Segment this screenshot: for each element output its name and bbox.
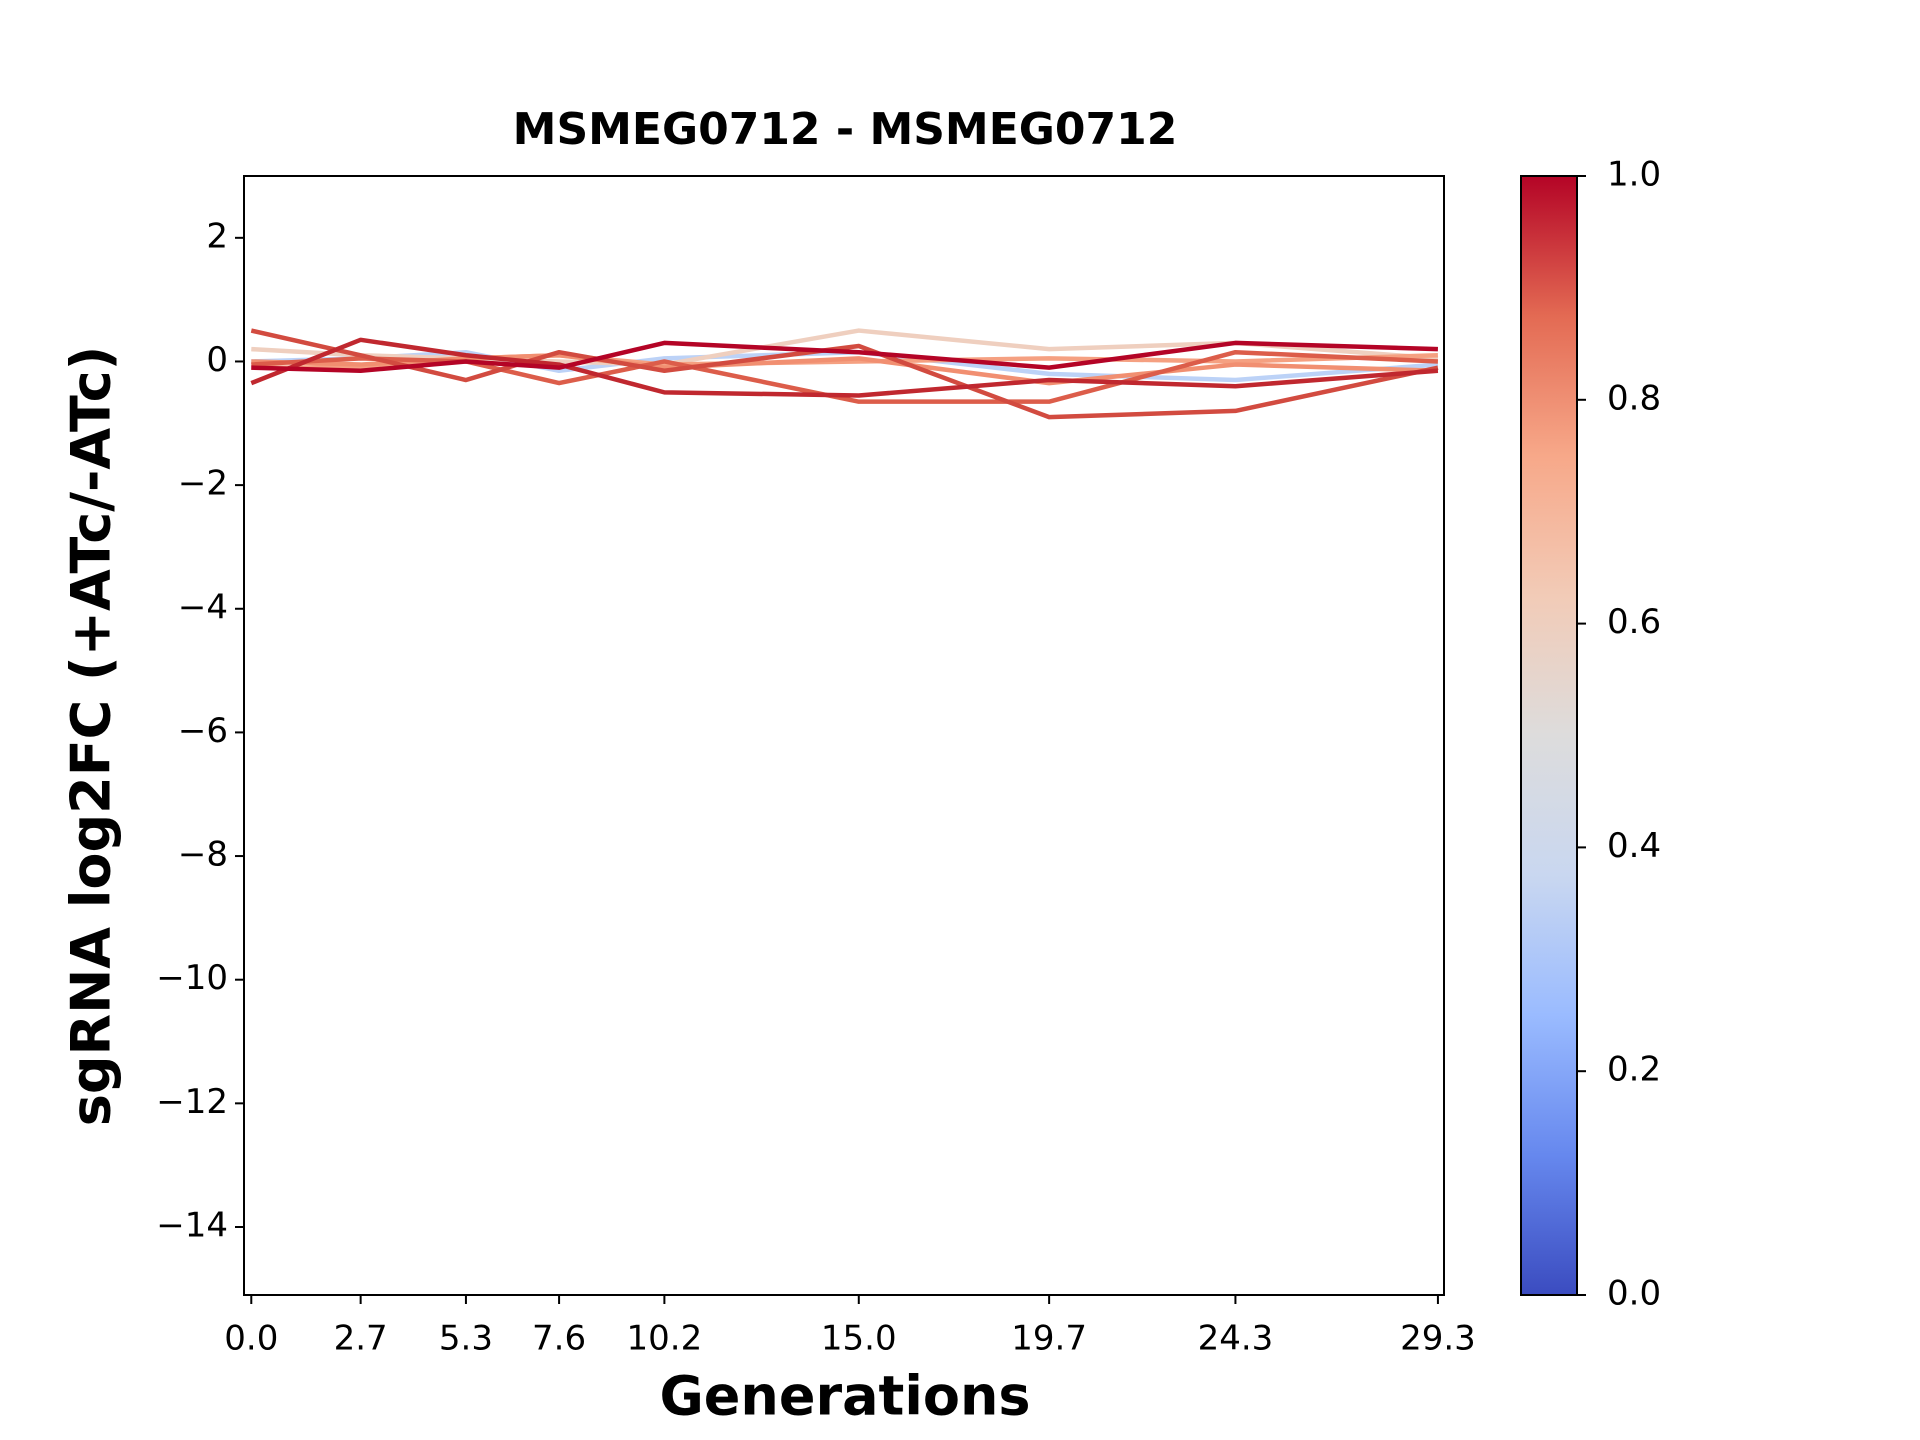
x-tick-label: 24.3 — [1198, 1319, 1274, 1359]
plot-frame — [243, 175, 1445, 1296]
series-line — [250, 328, 1439, 420]
x-tick-label: 10.2 — [627, 1319, 703, 1359]
colorbar-tick-label: 0.2 — [1607, 1050, 1661, 1090]
x-tick-label: 0.0 — [224, 1319, 278, 1359]
y-tick-label: −4 — [178, 587, 228, 627]
colorbar-tick-label: 0.8 — [1607, 378, 1661, 418]
colorbar — [1520, 175, 1578, 1296]
y-tick-label: −12 — [156, 1082, 228, 1122]
y-tick-label: 2 — [206, 216, 228, 256]
y-tick-label: −6 — [178, 711, 228, 751]
y-tick-label: −14 — [156, 1205, 228, 1245]
y-tick-label: −2 — [178, 464, 228, 504]
series-line — [250, 337, 1439, 398]
series-line — [251, 340, 1438, 373]
colorbar-tick-label: 1.0 — [1607, 155, 1661, 195]
y-tick-label: −10 — [156, 958, 228, 998]
colorbar-tick-label: 0.0 — [1607, 1274, 1661, 1314]
x-tick-label: 2.7 — [334, 1319, 388, 1359]
y-tick-label: 0 — [206, 340, 228, 380]
chart-title: MSMEG0712 - MSMEG0712 — [513, 104, 1178, 155]
y-tick-label: −8 — [178, 835, 228, 875]
colorbar-tick-label: 0.6 — [1607, 602, 1661, 642]
x-axis-label: Generations — [659, 1365, 1030, 1428]
x-tick-label: 15.0 — [821, 1319, 897, 1359]
x-tick-label: 5.3 — [439, 1319, 493, 1359]
y-axis-label: sgRNA log2FC (+ATc/-ATc) — [60, 346, 123, 1127]
colorbar-tick-label: 0.4 — [1607, 826, 1661, 866]
x-tick-label: 29.3 — [1400, 1319, 1476, 1359]
series-line — [251, 349, 1439, 404]
x-tick-label: 19.7 — [1011, 1319, 1087, 1359]
x-tick-label: 7.6 — [532, 1319, 586, 1359]
